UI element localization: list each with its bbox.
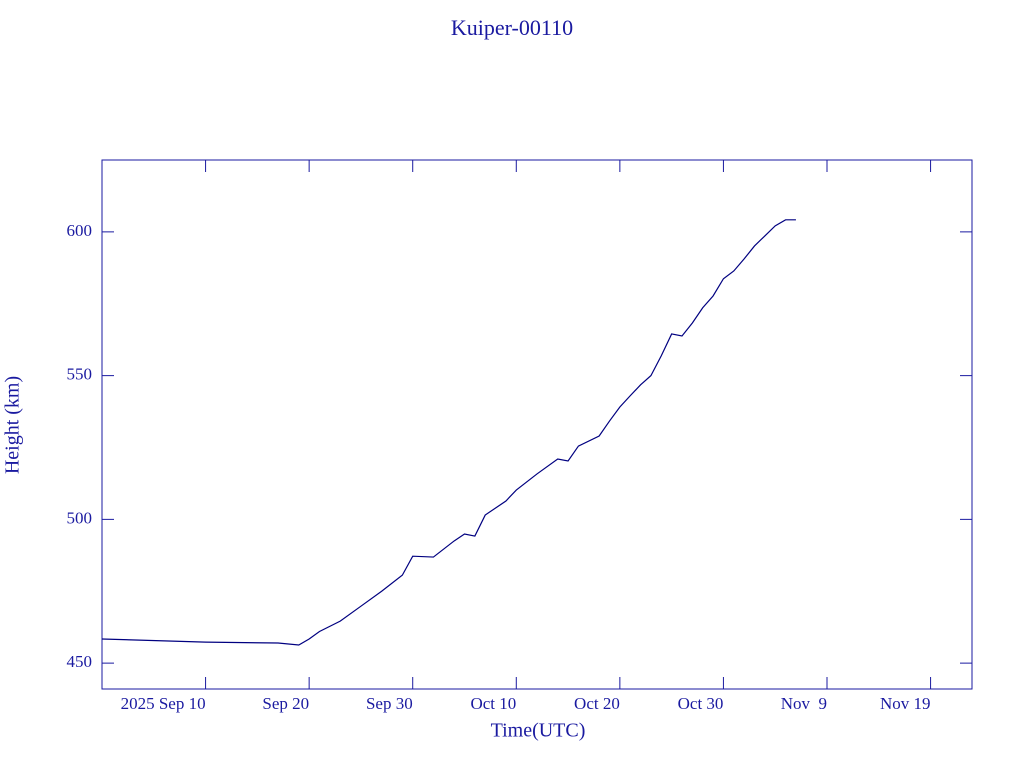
x-tick-label: Nov 19 xyxy=(880,694,931,713)
plot-frame xyxy=(101,159,973,690)
y-axis-label: Height (km) xyxy=(2,376,24,474)
x-tick-label: Sep 20 xyxy=(262,694,309,713)
y-tick-label: 450 xyxy=(67,652,93,671)
x-tick-label: Nov 9 xyxy=(781,694,827,713)
chart-title: Kuiper-00110 xyxy=(451,15,573,40)
x-axis-label: Time(UTC) xyxy=(491,720,586,742)
y-tick-label: 550 xyxy=(67,365,93,384)
x-tick-label: Sep 30 xyxy=(366,694,413,713)
data-line xyxy=(101,219,796,646)
x-tick-label: Oct 20 xyxy=(574,694,620,713)
x-tick-label: Oct 30 xyxy=(678,694,724,713)
y-tick-label: 500 xyxy=(67,508,93,527)
x-tick-label: Oct 10 xyxy=(470,694,516,713)
y-tick-label: 600 xyxy=(67,221,93,240)
x-tick-label: 2025 Sep 10 xyxy=(121,694,206,713)
